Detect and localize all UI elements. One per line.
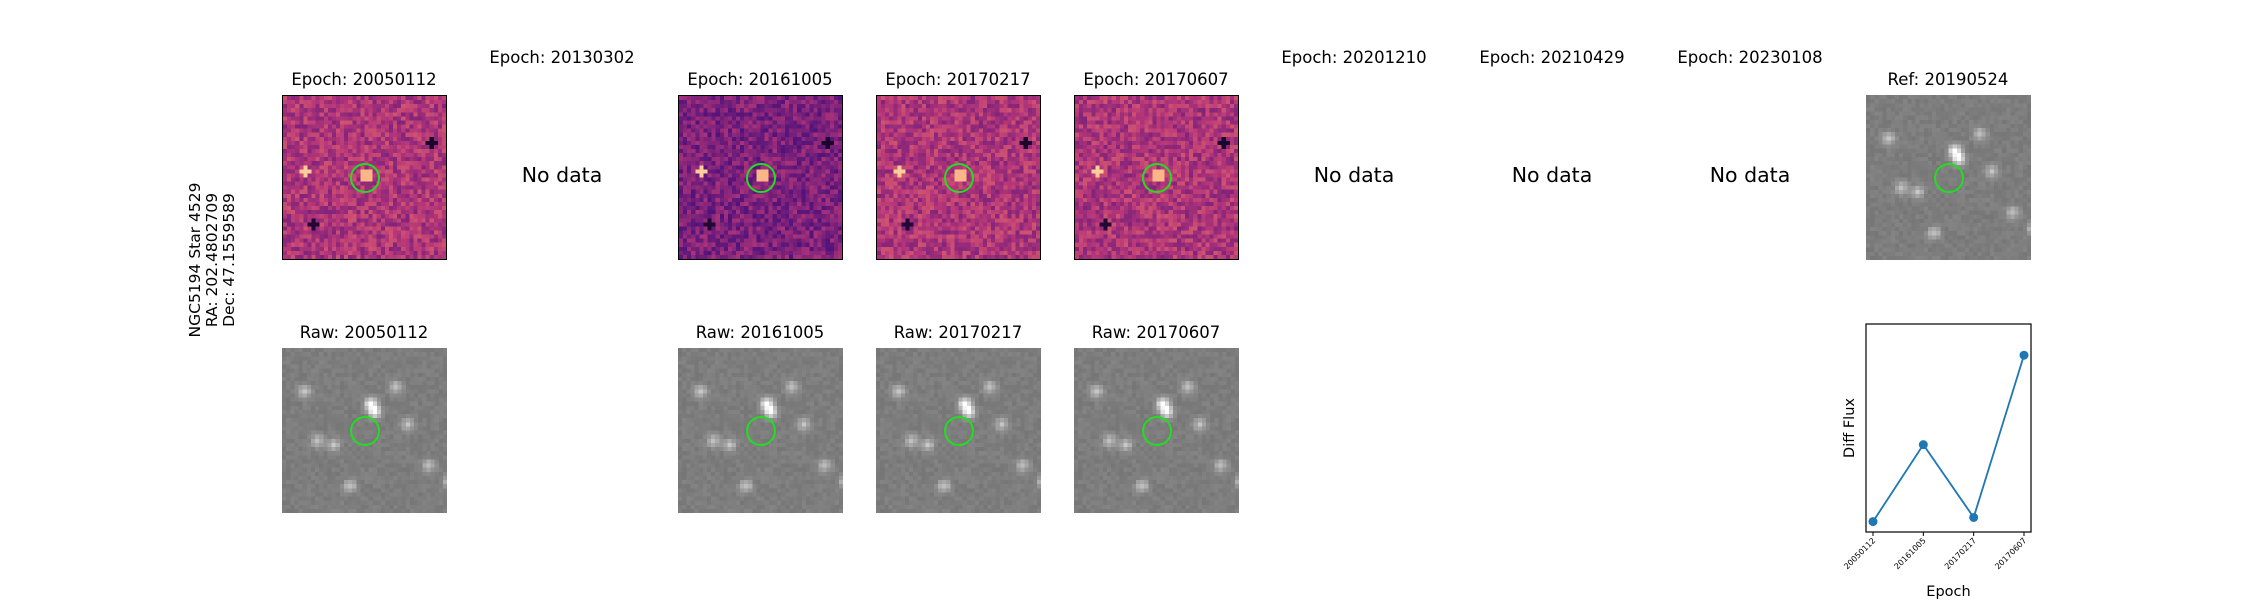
raw-title-3: Raw: 20170217 (893, 323, 1023, 342)
x-tick-label: 20170217 (1943, 536, 1978, 571)
x-axis-label: Epoch (1926, 584, 1970, 600)
raw-title-4: Raw: 20170607 (1091, 323, 1221, 342)
raw-image-20170607 (1074, 348, 1239, 513)
data-point (1868, 517, 1878, 527)
series-line (1872, 354, 2025, 523)
no-data-label-20201210: No data (1313, 163, 1395, 187)
no-data-label-20210429: No data (1511, 163, 1593, 187)
epoch-title-6: Epoch: 20201210 (1281, 48, 1427, 67)
x-tick-label: 20170607 (1993, 536, 2028, 571)
aperture-circle (349, 162, 380, 193)
aperture-circle (1141, 162, 1172, 193)
star-ra: RA: 202.4802709 (203, 192, 221, 328)
raw-title-2: Raw: 20161005 (695, 323, 825, 342)
no-data-label-20230108: No data (1709, 163, 1791, 187)
star-dec: Dec: 47.1559589 (220, 193, 238, 327)
y-axis-label: Diff Flux (1842, 398, 1858, 458)
epoch-title-5: Epoch: 20170607 (1083, 70, 1229, 89)
aperture-circle (745, 162, 776, 193)
aperture-circle (349, 415, 380, 446)
diff-image-20050112 (282, 95, 447, 260)
data-point (1969, 512, 1979, 522)
epoch-title-3: Epoch: 20161005 (687, 70, 833, 89)
aperture-circle (943, 415, 974, 446)
aperture-circle (1141, 415, 1172, 446)
data-point (2019, 350, 2029, 360)
diff-flux-chart: 20050112 20161005 20170217 20170607 Diff Fl… (1842, 323, 2032, 600)
raw-title-1: Raw: 20050112 (299, 323, 429, 342)
raw-image-20050112 (282, 348, 447, 513)
epoch-title-4: Epoch: 20170217 (885, 70, 1031, 89)
plot-marks: 20050112 20161005 20170217 20170607 (1842, 350, 2029, 571)
ref-title: Ref: 20190524 (1887, 70, 2009, 89)
diff-image-20170607 (1074, 95, 1239, 260)
epoch-title-7: Epoch: 20210429 (1479, 48, 1625, 67)
aperture-circle (943, 162, 974, 193)
raw-image-20161005 (678, 348, 843, 513)
x-tick-label: 20050112 (1842, 536, 1877, 571)
aperture-circle (1933, 162, 1964, 193)
diff-image-20161005 (678, 95, 843, 260)
no-data-label-20130302: No data (521, 163, 603, 187)
plot-frame (1865, 323, 2032, 533)
aperture-circle (745, 415, 776, 446)
x-tick-label: 20161005 (1893, 536, 1928, 571)
epoch-title-8: Epoch: 20230108 (1677, 48, 1823, 67)
diff-image-20170217 (876, 95, 1041, 260)
star-name: NGC5194 Star 4529 (186, 182, 204, 338)
reference-image (1866, 95, 2031, 260)
epoch-title-1: Epoch: 20050112 (291, 70, 437, 89)
data-point (1918, 440, 1928, 450)
epoch-title-2: Epoch: 20130302 (489, 48, 635, 67)
raw-image-20170217 (876, 348, 1041, 513)
